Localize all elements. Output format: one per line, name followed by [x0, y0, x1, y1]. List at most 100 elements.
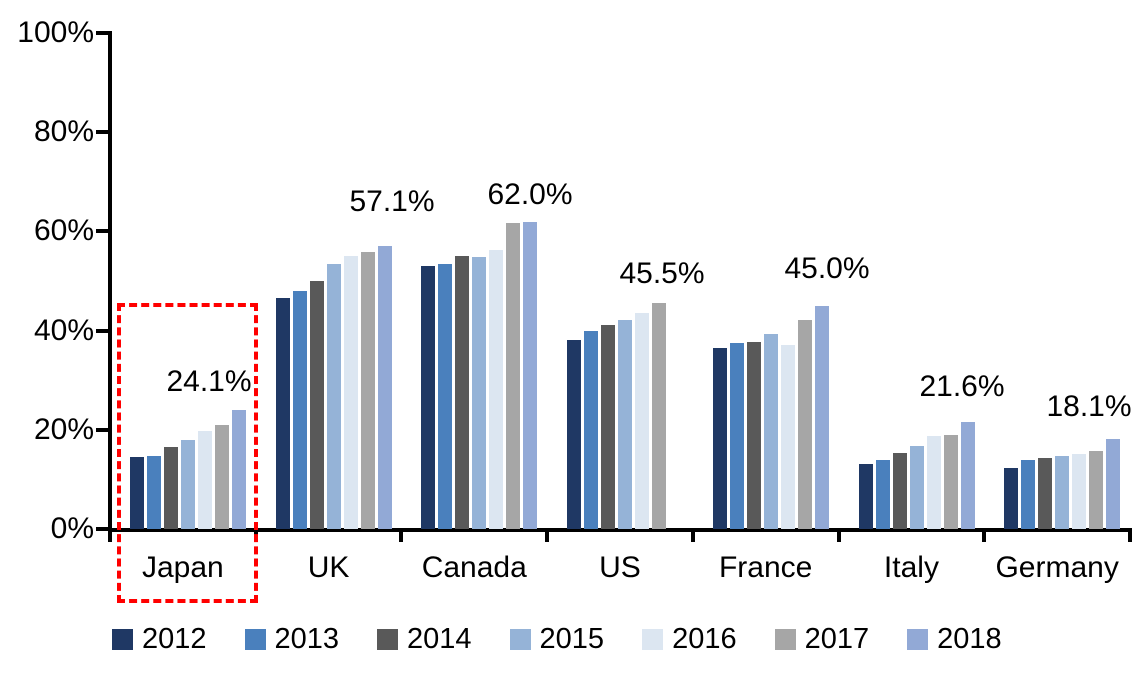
bar-uk-2012 [275, 298, 290, 529]
bar-canada-2014 [455, 256, 470, 529]
bar-uk-2013 [292, 291, 307, 529]
data-label-us: 45.5% [619, 257, 705, 290]
bar-uk-2014 [309, 280, 324, 529]
legend-swatch-icon [642, 628, 664, 650]
y-axis-tick-label: 40% [33, 313, 94, 347]
x-axis-tick [108, 530, 112, 542]
legend-swatch-icon [377, 628, 399, 650]
bar-italy-2017 [943, 435, 958, 529]
bar-germany-2013 [1021, 460, 1036, 529]
y-axis-tick [96, 527, 109, 531]
legend-item-2014: 2014 [377, 623, 472, 655]
bar-canada-2017 [506, 222, 521, 529]
bar-japan-2014 [164, 447, 178, 529]
y-axis-tick [96, 328, 109, 333]
bar-japan-2017 [215, 425, 229, 529]
bar-italy-2016 [926, 436, 941, 529]
y-axis-line [108, 31, 112, 532]
y-axis-tick [96, 229, 109, 234]
legend-item-2013: 2013 [244, 623, 340, 655]
data-label-uk: 57.1% [349, 185, 435, 218]
x-axis-tick [982, 530, 986, 542]
bar-canada-2012 [421, 265, 436, 529]
y-axis-tick [96, 130, 109, 135]
bar-uk-2018 [377, 245, 392, 529]
bar-us-2012 [567, 339, 582, 529]
bar-canada-2015 [472, 257, 487, 529]
x-axis-line [108, 528, 1132, 532]
data-label-france: 45.0% [784, 252, 870, 285]
bar-italy-2018 [960, 421, 975, 529]
japan-highlight-box [117, 303, 258, 603]
bar-canada-2016 [489, 249, 504, 529]
bar-italy-2015 [909, 446, 924, 529]
y-axis-tick-label: 100% [17, 16, 94, 49]
bar-france-2013 [729, 342, 744, 529]
bar-us-2017 [652, 303, 667, 529]
legend-swatch-icon [907, 628, 929, 650]
bar-germany-2014 [1038, 458, 1053, 529]
bar-us-2016 [635, 313, 650, 529]
category-label-italy: Italy [883, 551, 939, 584]
legend-label: 2017 [804, 623, 870, 655]
bar-italy-2013 [875, 460, 890, 529]
y-axis-tick-label: 0% [50, 512, 94, 545]
bar-france-2012 [712, 348, 727, 529]
legend-item-2015: 2015 [509, 623, 605, 655]
y-axis-tick-label: 20% [33, 412, 94, 446]
bar-germany-2015 [1055, 456, 1070, 529]
bar-japan-2013 [147, 455, 161, 529]
legend-label: 2012 [142, 623, 207, 655]
category-label-us: US [599, 551, 641, 584]
data-label-germany: 18.1% [1046, 390, 1132, 423]
legend-label: 2016 [672, 623, 737, 655]
bar-uk-2016 [343, 256, 358, 529]
legend-item-2012: 2012 [112, 623, 207, 655]
bar-us-2014 [601, 325, 616, 529]
bar-uk-2015 [326, 264, 341, 529]
legend-swatch-icon [244, 628, 266, 650]
x-axis-tick [691, 530, 695, 542]
data-label-japan: 24.1% [166, 365, 252, 398]
bar-japan-2012 [130, 456, 144, 529]
legend-swatch-icon [774, 628, 796, 650]
bar-italy-2012 [858, 464, 873, 529]
bar-japan-2018 [232, 409, 246, 529]
bar-italy-2014 [892, 452, 907, 529]
bar-canada-2013 [438, 263, 453, 529]
bar-japan-2016 [198, 430, 212, 529]
category-label-uk: UK [307, 551, 350, 584]
bar-uk-2017 [360, 251, 375, 529]
legend-label: 2015 [539, 623, 605, 655]
legend-item-2016: 2016 [642, 623, 737, 655]
bar-germany-2018 [1106, 439, 1121, 529]
x-axis-tick [1128, 530, 1132, 542]
y-axis-tick [96, 427, 109, 432]
legend-swatch-icon [509, 628, 531, 650]
bar-us-2013 [584, 330, 599, 529]
bar-us-2015 [618, 319, 633, 529]
bar-france-2016 [780, 344, 795, 529]
bar-france-2014 [746, 342, 761, 529]
y-axis-tick-label: 60% [33, 214, 94, 248]
category-label-germany: Germany [995, 551, 1119, 584]
legend-label: 2018 [937, 623, 1002, 655]
category-label-japan: Japan [141, 551, 224, 584]
category-label-france: France [718, 551, 813, 584]
legend-item-2017: 2017 [774, 623, 870, 655]
bar-france-2015 [763, 334, 778, 529]
legend-swatch-icon [112, 628, 133, 650]
bar-france-2018 [814, 305, 829, 529]
data-label-canada: 62.0% [487, 178, 573, 211]
bar-canada-2018 [523, 221, 538, 529]
bar-japan-2015 [181, 440, 195, 529]
legend-label: 2013 [274, 623, 340, 655]
bar-france-2017 [797, 319, 812, 529]
category-label-canada: Canada [421, 551, 527, 584]
x-axis-tick [399, 530, 403, 542]
x-axis-tick [837, 530, 841, 542]
y-axis-tick-label: 80% [33, 115, 94, 149]
x-axis-tick [545, 530, 549, 542]
bar-germany-2016 [1072, 453, 1087, 529]
